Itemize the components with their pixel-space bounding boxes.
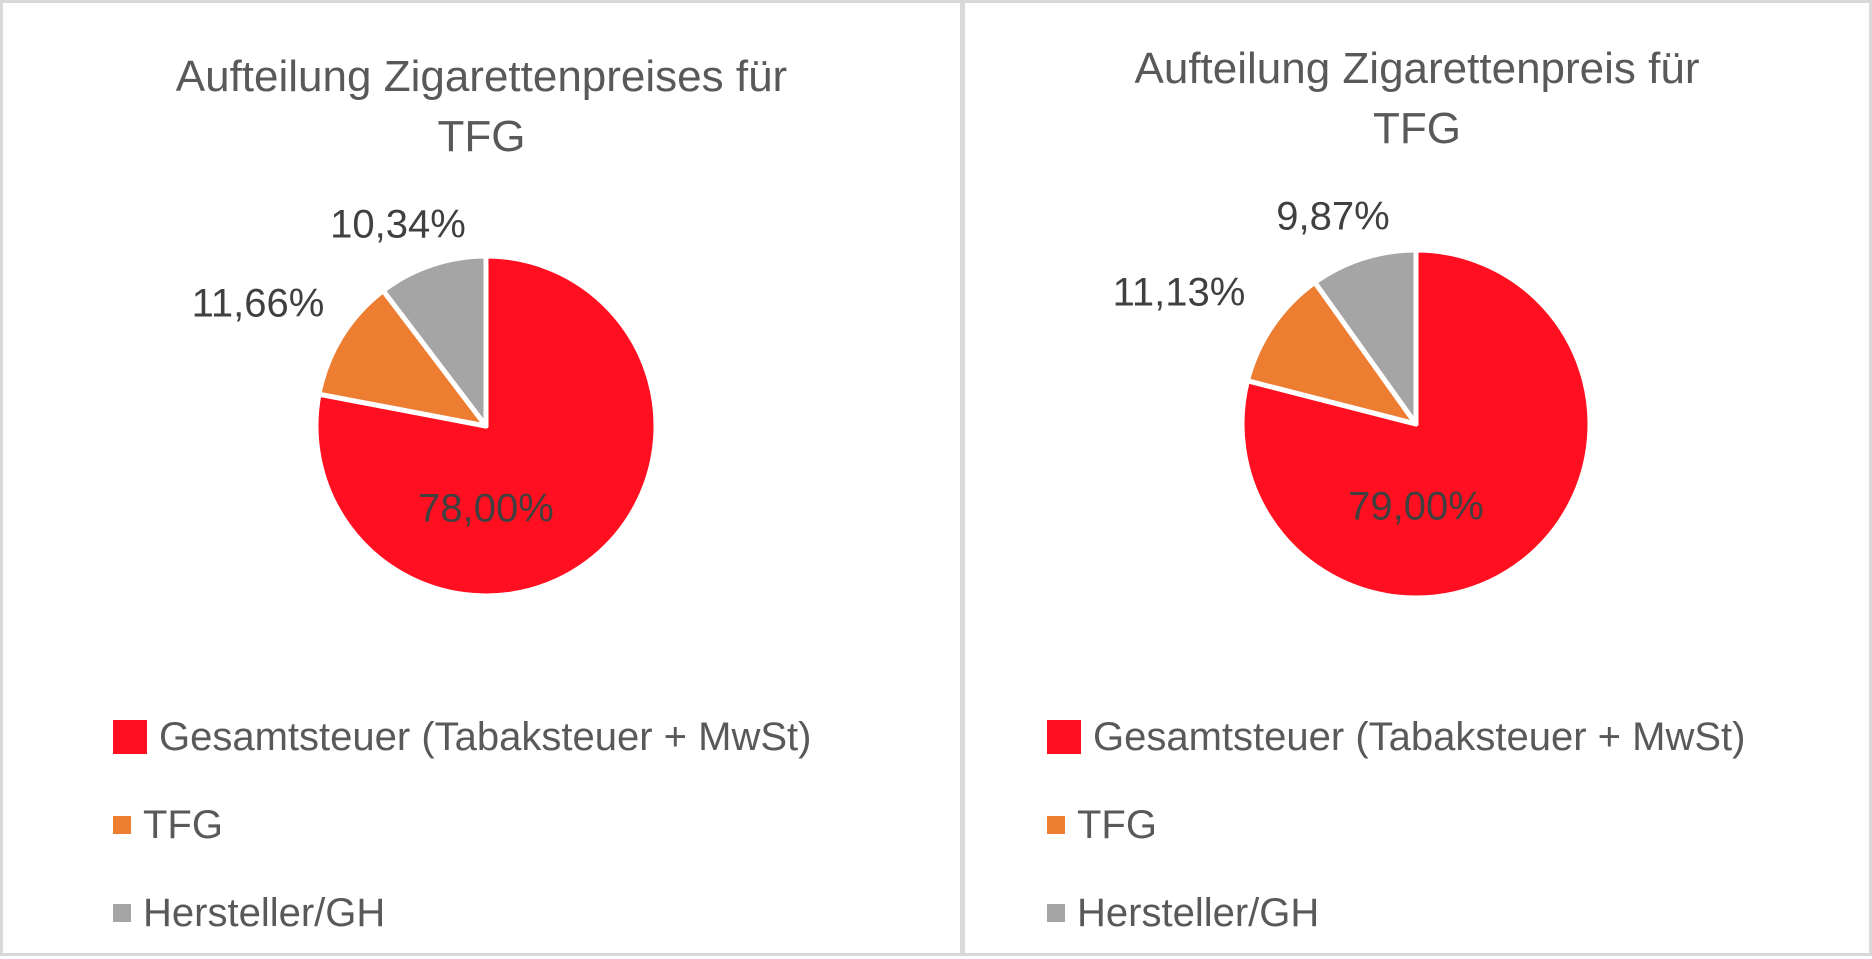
- data-label-hersteller: 10,34%: [330, 203, 466, 247]
- legend: Gesamtsteuer (Tabaksteuer + MwSt) TFG He…: [113, 693, 811, 957]
- chart-title-line-2: TFG: [437, 112, 526, 161]
- legend-item-tfg: TFG: [113, 781, 811, 869]
- pie-slice-tfg: [1244, 279, 1419, 427]
- legend-item-gesamtsteuer: Gesamtsteuer (Tabaksteuer + MwSt): [113, 693, 811, 781]
- data-label-gesamtsteuer: 79,00%: [1348, 485, 1484, 529]
- chart-panel-left: Aufteilung Zigarettenpreises für TFG 78,…: [0, 0, 963, 956]
- legend-label-tfg: TFG: [143, 802, 223, 847]
- legend-label-hersteller: Hersteller/GH: [1077, 890, 1320, 935]
- legend-item-tfg: TFG: [1047, 781, 1745, 869]
- legend-label-tfg: TFG: [1077, 802, 1157, 847]
- chart-title-line-1: Aufteilung Zigarettenpreis für: [1134, 44, 1700, 93]
- data-label-hersteller: 9,87%: [1276, 195, 1389, 239]
- pie-slice-gesamtsteuer: [313, 253, 659, 599]
- legend-swatch-hersteller: [1047, 904, 1065, 922]
- legend-swatch-tfg: [1047, 816, 1065, 834]
- data-label-tfg: 11,66%: [192, 282, 325, 326]
- pie-slice-hersteller: [1312, 247, 1419, 427]
- chart-title-line-1: Aufteilung Zigarettenpreises für: [175, 52, 788, 101]
- legend-item-hersteller: Hersteller/GH: [113, 869, 811, 957]
- legend-item-hersteller: Hersteller/GH: [1047, 869, 1745, 957]
- chart-title: Aufteilung Zigarettenpreis für TFG: [965, 39, 1869, 159]
- legend-label-gesamtsteuer: Gesamtsteuer (Tabaksteuer + MwSt): [1093, 714, 1746, 759]
- legend: Gesamtsteuer (Tabaksteuer + MwSt) TFG He…: [1047, 693, 1745, 957]
- legend-swatch-hersteller: [113, 904, 131, 922]
- chart-panel-right: Aufteilung Zigarettenpreis für TFG 79,00…: [962, 0, 1872, 956]
- pie-slice-tfg: [316, 288, 489, 429]
- chart-title-line-2: TFG: [1373, 104, 1461, 153]
- data-label-gesamtsteuer: 78,00%: [418, 487, 554, 531]
- data-label-tfg: 11,13%: [1113, 271, 1246, 315]
- legend-label-gesamtsteuer: Gesamtsteuer (Tabaksteuer + MwSt): [159, 714, 812, 759]
- chart-title: Aufteilung Zigarettenpreises für TFG: [3, 47, 960, 167]
- legend-swatch-tfg: [113, 816, 131, 834]
- pie-chart: 79,00% 11,13% 9,87%: [1113, 195, 1593, 601]
- pie-chart: 78,00% 11,66%10,34%: [192, 203, 659, 599]
- legend-swatch-gesamtsteuer: [113, 720, 147, 754]
- pie-slice-hersteller: [380, 253, 489, 429]
- legend-item-gesamtsteuer: Gesamtsteuer (Tabaksteuer + MwSt): [1047, 693, 1745, 781]
- legend-label-hersteller: Hersteller/GH: [143, 890, 386, 935]
- legend-swatch-gesamtsteuer: [1047, 720, 1081, 754]
